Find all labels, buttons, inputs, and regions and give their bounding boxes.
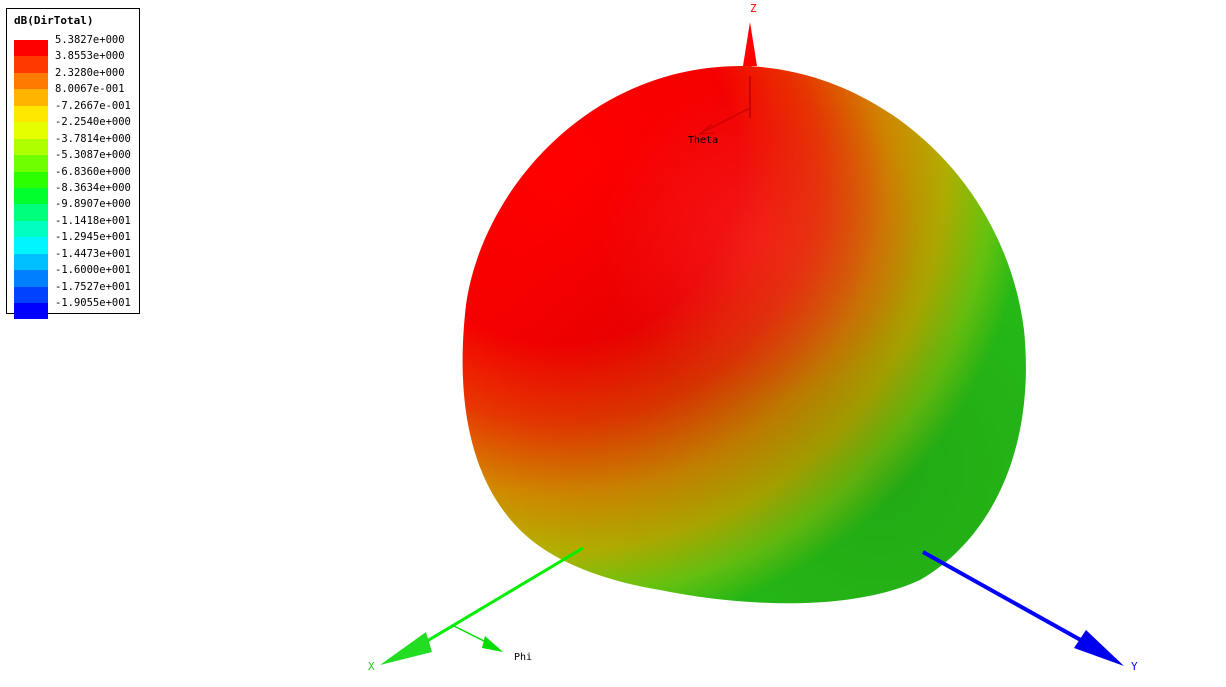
legend-value-label: -8.3634e+000 [55,181,131,194]
legend-swatch [14,155,48,172]
legend-value-label: 5.3827e+000 [55,34,125,46]
x-axis-shaft [411,546,584,652]
theta-label: Theta [688,135,718,146]
legend-swatch [14,286,48,303]
legend-swatch [14,122,48,139]
legend-value-label: -9.8907e+000 [55,198,131,211]
y-axis-label: Y [1131,660,1138,673]
legend-value-label: -7.2667e-001 [55,99,131,112]
legend-value-label: -1.7527e+001 [55,280,131,293]
legend-swatch [14,303,48,320]
legend-title: dB(DirTotal) [14,14,94,27]
legend-swatch [14,253,48,271]
legend-swatch [14,237,48,254]
legend-swatch [14,40,48,57]
legend-swatch [14,220,48,238]
theta-indicator-arrow [698,123,715,135]
phi-label: Phi [514,652,532,663]
legend-value-label: -1.6000e+001 [55,264,131,277]
legend-swatch [14,89,48,106]
legend-value-label: -2.2540e+000 [55,116,131,129]
pattern-highlight [462,65,1026,604]
legend-value-label: -5.3087e+000 [55,149,131,162]
legend-value-label: -1.9055e+001 [55,297,131,309]
phi-indicator-arrow [482,636,503,652]
z-axis-label: Z [750,2,757,15]
legend-swatch [14,56,48,73]
legend-value-label: 3.8553e+000 [55,50,125,63]
legend-value-label: -1.2945e+001 [55,231,131,244]
legend-swatch [14,105,48,123]
y-axis-arrowhead [1074,630,1124,666]
x-axis-arrowhead [380,632,432,665]
legend-value-label: -6.8360e+000 [55,165,131,178]
legend-value-label: 8.0067e-001 [55,83,125,96]
legend-swatch [14,72,48,90]
legend-swatch [14,204,48,221]
legend-value-label: -3.7814e+000 [55,132,131,145]
legend-value-label: 2.3280e+000 [55,66,125,79]
legend-value-label: -1.1418e+001 [55,214,131,227]
legend-swatch [14,270,48,287]
legend-value-label: -1.4473e+001 [55,247,131,260]
x-axis-label: X [368,660,375,673]
legend-swatch [14,187,48,205]
legend-swatch [14,171,48,188]
theta-indicator-line [702,107,751,133]
color-legend: dB(DirTotal) 5.3827e+000 3.8553e+000 2.328… [6,8,140,320]
y-axis-shaft [922,550,1087,645]
legend-swatch [14,138,48,156]
z-axis-arrowhead [743,22,757,66]
